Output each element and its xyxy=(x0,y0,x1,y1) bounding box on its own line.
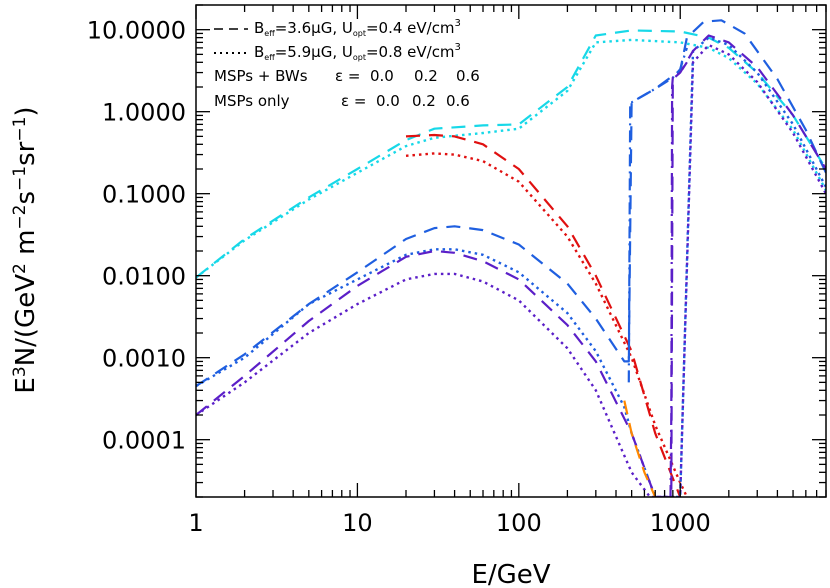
x-tick-label: 1000 xyxy=(650,509,711,537)
x-tick-label: 10 xyxy=(342,509,373,537)
series-line-0 xyxy=(196,29,826,279)
series-line-10 xyxy=(669,61,688,497)
x-tick-label: 1 xyxy=(188,509,203,537)
series-line-5 xyxy=(196,36,826,497)
x-axis-label: E/GeV xyxy=(471,560,550,588)
y-axis-label: E3N/(GeV2 m−2s−1sr−1) xyxy=(10,106,41,393)
series-line-4 xyxy=(196,19,826,388)
y-tick-label: 0.0100 xyxy=(102,263,186,291)
legend-entry-msps-bws: MSPs + BWs xyxy=(214,67,308,85)
series-line-6 xyxy=(196,34,826,497)
legend-eps-msps-only: ε = xyxy=(341,92,366,110)
y-tick-label: 0.0001 xyxy=(102,427,186,455)
legend-entry-msps-only: MSPs only xyxy=(214,92,290,110)
legend-entry-dotted: Beff=5.9μG, Uopt=0.8 eV/cm3 xyxy=(254,42,461,62)
series-line-8 xyxy=(623,400,657,497)
legend-eps-value-only-2: 0.6 xyxy=(446,92,470,110)
legend: Beff=3.6μG, Uopt=0.4 eV/cm3 Beff=5.9μG, … xyxy=(214,18,480,110)
y-tick-label: 0.0010 xyxy=(102,345,186,373)
legend-eps-value-bws-2: 0.6 xyxy=(456,67,480,85)
series-line-7 xyxy=(196,43,826,497)
y-tick-label: 0.1000 xyxy=(102,181,186,209)
series-line-9 xyxy=(627,47,688,383)
series-layer xyxy=(196,19,826,497)
series-line-2 xyxy=(405,133,682,497)
ticks-layer: 1 10 100 1000 0.0001 0.0010 0.0100 0.1000 1.0000… xyxy=(87,4,827,537)
legend-entry-dashed: Beff=3.6μG, Uopt=0.4 eV/cm3 xyxy=(254,18,461,38)
legend-eps-msps-bws: ε = xyxy=(335,67,360,85)
x-tick-label: 100 xyxy=(496,509,542,537)
legend-eps-value-bws-0: 0.0 xyxy=(370,67,394,85)
legend-eps-value-only-1: 0.2 xyxy=(412,92,436,110)
series-line-3 xyxy=(405,152,688,497)
legend-eps-value-bws-1: 0.2 xyxy=(414,67,438,85)
y-tick-label: 1.0000 xyxy=(102,99,186,127)
legend-eps-value-only-0: 0.0 xyxy=(376,92,400,110)
series-line-1 xyxy=(196,38,826,279)
y-tick-label: 10.0000 xyxy=(87,17,186,45)
